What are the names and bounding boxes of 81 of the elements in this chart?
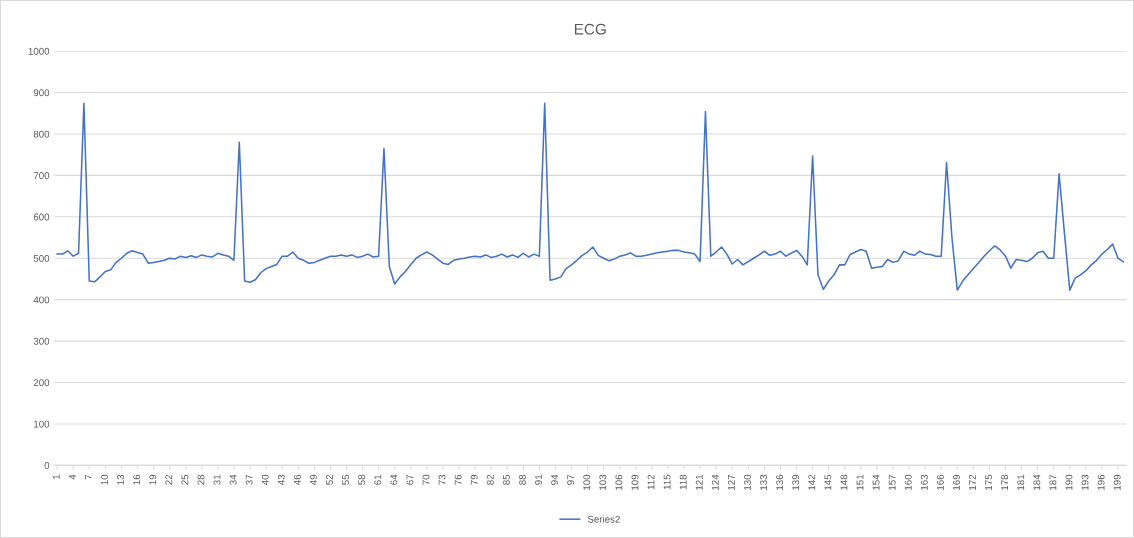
- x-tick-label: 124: [711, 474, 719, 490]
- x-tick-label: 85: [502, 474, 510, 485]
- y-tick-label: 500: [33, 254, 50, 262]
- x-tick-label: 118: [679, 474, 687, 490]
- x-tick-label: 142: [808, 474, 816, 490]
- x-tick-label: 148: [840, 474, 848, 490]
- x-tick-label: 67: [406, 474, 414, 485]
- x-tick-label: 166: [936, 474, 944, 490]
- x-tick-label: 106: [615, 474, 623, 490]
- x-tick-label: 82: [486, 474, 494, 485]
- x-tick-label: 145: [824, 474, 832, 490]
- x-tick-label: 58: [358, 474, 366, 485]
- x-tick-label: 115: [663, 474, 671, 490]
- x-tick-label: 139: [792, 474, 800, 490]
- x-tick-label: 34: [229, 474, 237, 485]
- x-tick-label: 121: [695, 474, 703, 490]
- x-tick-label: 151: [856, 474, 864, 490]
- x-tick-label: 163: [920, 474, 928, 490]
- x-tick-label: 154: [872, 474, 880, 490]
- x-tick-label: 73: [438, 474, 446, 485]
- x-tick-label: 172: [969, 474, 976, 490]
- x-tick-label: 28: [197, 474, 205, 485]
- legend-label: Series2: [587, 515, 620, 523]
- y-tick-label: 1000: [28, 47, 50, 55]
- y-tick-label: 100: [34, 420, 50, 428]
- x-tick-label: 40: [261, 474, 269, 485]
- x-tick-label: 91: [535, 474, 542, 485]
- x-tick-label: 196: [1097, 474, 1105, 490]
- x-tick-label: 97: [567, 474, 575, 485]
- y-tick-label: 200: [33, 379, 50, 387]
- x-tick-label: 88: [519, 474, 526, 485]
- x-tick-label: 169: [953, 474, 960, 490]
- x-tick-label: 31: [213, 474, 221, 485]
- x-tick-label: 127: [727, 474, 735, 490]
- x-tick-label: 1: [52, 474, 60, 480]
- x-tick-label: 193: [1081, 474, 1089, 490]
- y-tick-label: 700: [33, 172, 50, 180]
- y-tick-label: 300: [33, 337, 50, 345]
- x-tick-label: 10: [101, 474, 108, 485]
- x-tick-label: 178: [1001, 474, 1009, 490]
- x-tick-label: 64: [390, 474, 398, 485]
- x-tick-label: 133: [760, 474, 767, 490]
- x-tick-label: 16: [133, 474, 141, 485]
- x-tick-label: 22: [165, 474, 173, 485]
- chart-title: ECG: [574, 23, 606, 35]
- x-tick-label: 184: [1033, 474, 1041, 490]
- x-tick-label: 103: [599, 474, 607, 490]
- x-tick-label: 55: [342, 474, 350, 485]
- x-tick-label: 7: [85, 474, 92, 480]
- x-tick-label: 109: [631, 474, 639, 490]
- x-tick-label: 49: [310, 474, 317, 485]
- x-tick-label: 199: [1113, 474, 1121, 490]
- x-tick-label: 4: [69, 474, 76, 480]
- x-tick-label: 136: [776, 474, 784, 490]
- y-tick-label: 800: [33, 130, 50, 138]
- x-tick-label: 46: [293, 474, 301, 485]
- x-tick-label: 181: [1017, 474, 1025, 490]
- x-tick-label: 79: [470, 474, 478, 485]
- x-tick-label: 37: [245, 474, 253, 485]
- y-tick-label: 600: [33, 213, 50, 221]
- x-tick-label: 43: [277, 474, 285, 485]
- x-tick-label: 52: [326, 474, 333, 485]
- x-tick-label: 190: [1065, 474, 1073, 490]
- x-tick-label: 160: [904, 474, 912, 490]
- x-tick-label: 25: [181, 474, 189, 485]
- x-tick-label: 94: [551, 474, 559, 485]
- x-tick-label: 112: [647, 474, 655, 490]
- y-tick-label: 900: [33, 89, 50, 97]
- x-tick-label: 13: [117, 474, 125, 485]
- x-tick-label: 70: [422, 474, 430, 485]
- y-tick-label: 400: [33, 296, 50, 304]
- x-tick-label: 19: [149, 474, 157, 485]
- x-tick-label: 76: [454, 474, 462, 485]
- y-tick-label: 0: [44, 462, 50, 469]
- x-tick-label: 61: [374, 474, 382, 485]
- x-tick-label: 187: [1049, 474, 1057, 490]
- x-tick-label: 175: [985, 474, 993, 490]
- x-tick-label: 130: [744, 474, 751, 490]
- line-series: [56, 102, 1125, 291]
- x-tick-label: 157: [888, 474, 896, 490]
- x-tick-label: 100: [583, 474, 591, 490]
